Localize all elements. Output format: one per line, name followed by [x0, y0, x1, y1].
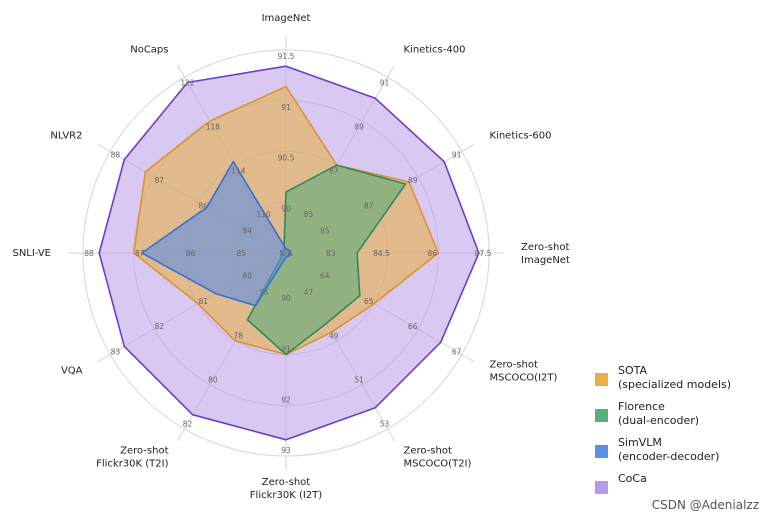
axis-label-9: SNLI-VE: [12, 248, 51, 259]
tick-label: 82: [183, 420, 193, 429]
tick-label: 51: [354, 376, 364, 385]
tick-label: 88: [84, 249, 94, 258]
axis-label-10: NLVR2: [50, 131, 82, 142]
tick-label: 87: [135, 249, 145, 258]
watermark: CSDN @Adenialzz: [651, 498, 759, 512]
chart-legend: SOTA (specialized models) Florence (dual-…: [595, 364, 731, 502]
tick-label: 91.5: [278, 52, 295, 61]
tick-label: 90: [281, 204, 291, 213]
tick-label: 85: [237, 249, 247, 258]
tick-label: 64: [320, 271, 330, 280]
tick-label: 91: [380, 78, 390, 87]
axis-label-7: Zero-shot Flickr30K (T2I): [96, 446, 168, 470]
legend-label: SimVLM (encoder-decoder): [618, 436, 720, 463]
tick-label: 86: [186, 249, 196, 258]
tick-label: 92: [281, 395, 291, 404]
tick-label: 87: [329, 166, 339, 175]
tick-label: 65: [364, 297, 374, 306]
tick-label: 86: [199, 201, 209, 210]
axis-label-5: Zero-shot MSCOCO(T2I): [404, 446, 472, 470]
legend-label: Florence (dual-encoder): [618, 400, 700, 427]
legend-item: SOTA (specialized models): [595, 364, 731, 392]
tick-label: 87: [364, 201, 374, 210]
tick-label: 83: [326, 249, 336, 258]
radar-axis-labels: ImageNet Kinetics-400 Kinetics-600 Zero-sho…: [12, 13, 569, 501]
tick-label: 78: [234, 332, 244, 341]
tick-label: 81: [199, 297, 209, 306]
axis-label-2: Kinetics-600: [490, 131, 552, 142]
tick-label: 85: [320, 227, 330, 236]
axis-label-11: NoCaps: [130, 45, 168, 56]
tick-label: 122: [180, 78, 195, 87]
tick-label: 82: [155, 322, 165, 331]
tick-label: 91: [281, 345, 291, 354]
radar-series: [98, 65, 480, 441]
tick-label: 49: [329, 332, 339, 341]
legend-item: SimVLM (encoder-decoder): [595, 436, 731, 464]
tick-label: 91: [281, 103, 291, 112]
legend-label: SOTA (specialized models): [618, 364, 732, 391]
legend-item: CoCa: [595, 472, 731, 494]
tick-label: 93: [281, 446, 291, 455]
axis-label-6: Zero-shot Flickr30K (I2T): [250, 477, 322, 501]
tick-label: 87.5: [475, 249, 492, 258]
tick-label: 84: [242, 227, 252, 236]
legend-swatch: [595, 373, 608, 386]
tick-label: 89: [354, 122, 364, 131]
axis-label-3: Zero-shot ImageNet: [521, 242, 570, 266]
series-simvlm-polygon: [141, 160, 291, 307]
tick-label: 66: [408, 322, 418, 331]
tick-label: 80: [208, 376, 218, 385]
tick-label: 80: [242, 271, 252, 280]
axis-label-1: Kinetics-400: [404, 45, 466, 56]
legend-swatch: [595, 445, 608, 458]
tick-label: 83: [111, 348, 121, 357]
tick-label: 110: [256, 210, 271, 219]
axis-label-8: VQA: [61, 366, 83, 377]
tick-label: 47: [304, 288, 314, 297]
legend-item: Florence (dual-encoder): [595, 400, 731, 428]
tick-label: 89: [408, 176, 418, 185]
radar-ticks: 90 90.5 91 91.5 85 87 89 91 85 87 89 91 83 84.5 86 87.5…: [84, 52, 491, 455]
axis-label-4: Zero-shot MSCOCO(I2T): [490, 360, 558, 384]
tick-label: 88: [111, 151, 121, 160]
tick-label: 87: [155, 176, 165, 185]
tick-label: 67: [452, 348, 462, 357]
tick-label: 85: [304, 210, 314, 219]
legend-swatch: [595, 481, 608, 494]
tick-label: 76: [259, 288, 269, 297]
legend-swatch: [595, 409, 608, 422]
tick-label: 118: [206, 122, 221, 131]
tick-label: 53: [380, 420, 390, 429]
center-label: N/A: [279, 249, 293, 258]
tick-label: 114: [231, 166, 246, 175]
tick-label: 90.5: [278, 154, 295, 163]
tick-label: 86: [428, 249, 438, 258]
tick-label: 84.5: [373, 249, 390, 258]
legend-label: CoCa: [618, 472, 647, 485]
axis-label-0: ImageNet: [262, 13, 311, 24]
tick-label: 90: [281, 294, 291, 303]
tick-label: 91: [452, 151, 462, 160]
